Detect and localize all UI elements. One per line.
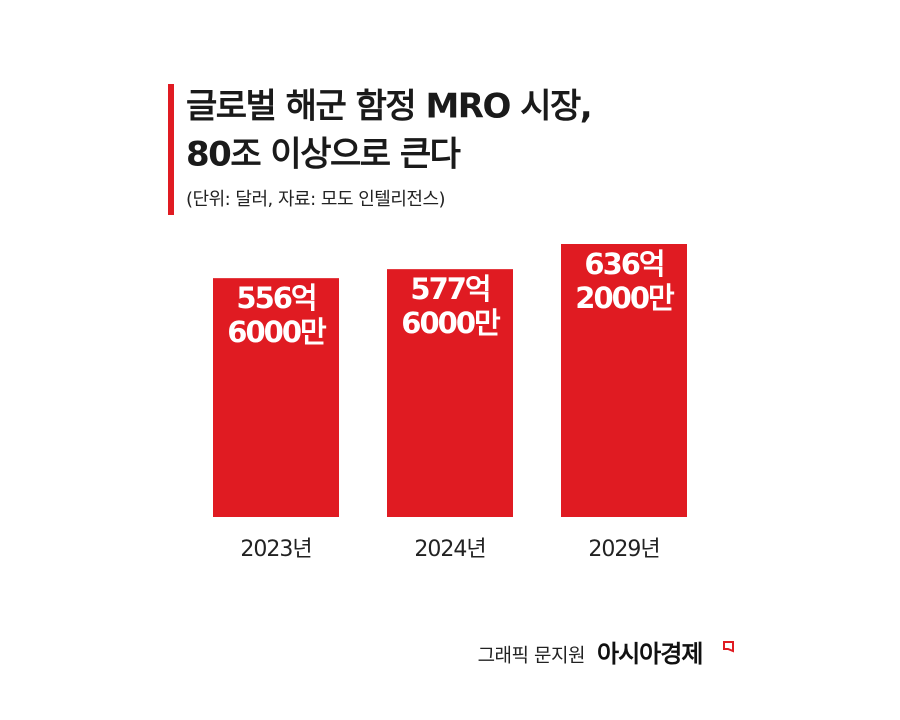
value-label: 636억 2000만 bbox=[575, 247, 675, 315]
x-tick-label: 2029년 bbox=[588, 537, 659, 562]
chart-title: 80조 이상으로 큰다 bbox=[186, 135, 461, 175]
x-tick-label: 2024년 bbox=[414, 537, 485, 562]
title-accent bbox=[168, 84, 174, 215]
bar bbox=[387, 269, 513, 517]
brand-icon bbox=[723, 641, 734, 653]
brand: 아시아경제 bbox=[597, 640, 702, 668]
bar bbox=[213, 278, 339, 517]
value-label: 556억 6000만 bbox=[227, 281, 327, 349]
chart-title: 글로벌 해군 함정 MRO 시장, bbox=[186, 87, 591, 127]
x-tick-label: 2023년 bbox=[240, 537, 311, 562]
credit: 그래픽 문지원 bbox=[478, 645, 585, 667]
value-label: 577억 6000만 bbox=[401, 272, 501, 340]
bar bbox=[561, 244, 687, 517]
chart-subtitle: (단위: 달러, 자료: 모도 인텔리전스) bbox=[186, 189, 445, 210]
